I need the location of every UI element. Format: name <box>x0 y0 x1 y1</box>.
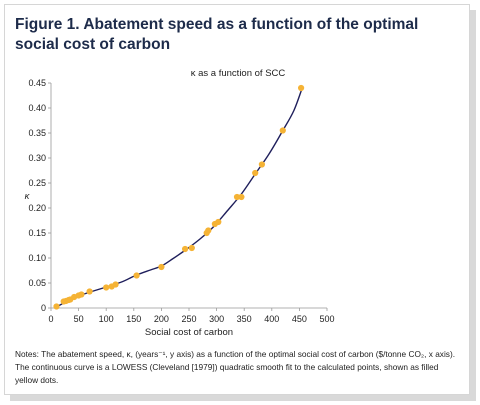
x-tick-label: 50 <box>74 314 84 324</box>
x-axis-label: Social cost of carbon <box>145 327 233 338</box>
x-tick-label: 250 <box>181 314 196 324</box>
y-tick-label: 0.45 <box>28 78 46 88</box>
x-tick-label: 500 <box>319 314 334 324</box>
data-point <box>188 244 195 252</box>
data-point <box>78 291 85 298</box>
y-tick-label: 0.40 <box>28 103 46 113</box>
data-point <box>279 127 286 134</box>
y-tick-label: 0.25 <box>28 178 46 188</box>
data-point <box>215 218 222 226</box>
data-point <box>53 303 60 310</box>
figure-notes: Notes: The abatement speed, κ, (years⁻¹,… <box>15 349 456 385</box>
data-point <box>298 84 305 92</box>
y-tick-label: 0.05 <box>28 278 46 288</box>
y-tick-label: 0.10 <box>28 253 46 263</box>
x-tick-label: 0 <box>48 314 53 324</box>
data-point <box>103 284 110 291</box>
chart: 0 0.05 0.10 0.15 0.20 0.25 0.30 0.35 0.40 0.45 0 5… <box>25 78 335 338</box>
data-point <box>233 193 241 201</box>
y-tick-label: 0.15 <box>28 228 46 238</box>
x-ticks: 0 50 100 150 200 250 300 350 400 450 500 <box>48 308 335 324</box>
data-point <box>258 161 265 168</box>
x-tick-label: 350 <box>237 314 252 324</box>
figure-title: Figure 1. Abatement speed as a function … <box>15 16 419 53</box>
y-tick-label: 0 <box>41 303 46 313</box>
x-tick-label: 100 <box>99 314 114 324</box>
y-tick-label: 0.35 <box>28 128 46 138</box>
data-point <box>158 263 165 271</box>
x-tick-label: 150 <box>126 314 141 324</box>
data-points <box>53 84 305 310</box>
plot-area: 0 0.05 0.10 0.15 0.20 0.25 0.30 0.35 0.40 0.45 0 5… <box>28 78 334 324</box>
x-tick-label: 450 <box>292 314 307 324</box>
y-tick-label: 0.30 <box>28 153 46 163</box>
x-tick-label: 400 <box>264 314 279 324</box>
data-point <box>252 169 259 177</box>
y-ticks: 0 0.05 0.10 0.15 0.20 0.25 0.30 0.35 0.40 0.45 <box>28 78 51 313</box>
data-point <box>86 288 93 295</box>
lowess-fit-curve <box>56 87 303 308</box>
x-tick-label: 300 <box>209 314 224 324</box>
y-axis-label: κ <box>25 191 31 202</box>
figure-card: Figure 1. Abatement speed as a function … <box>4 4 470 395</box>
chart-title: κ as a function of SCC <box>190 68 286 79</box>
data-point <box>238 193 245 201</box>
y-tick-label: 0.20 <box>28 203 46 213</box>
data-point <box>205 227 212 234</box>
data-point <box>182 245 189 253</box>
data-point <box>133 272 140 279</box>
data-point <box>112 281 119 288</box>
x-tick-label: 200 <box>154 314 169 324</box>
